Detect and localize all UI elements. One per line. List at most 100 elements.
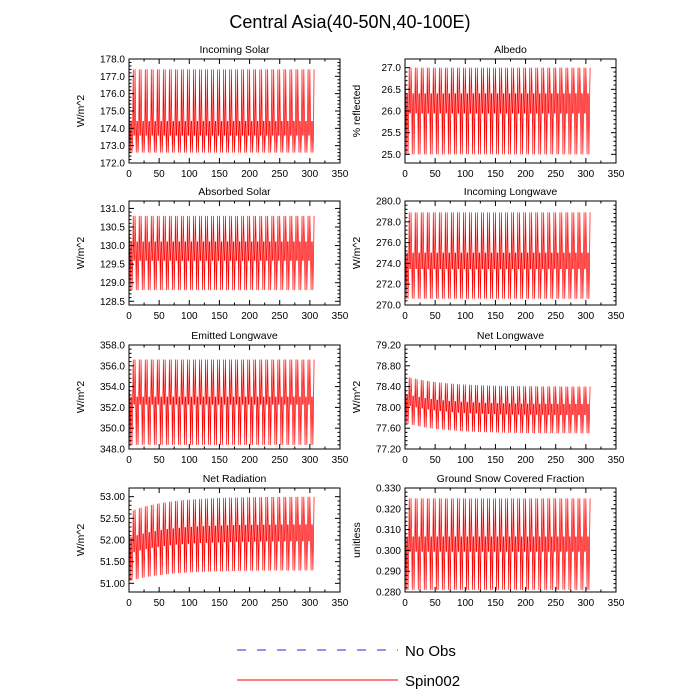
x-tick-label: 300 (578, 311, 595, 322)
y-tick-label: 272.0 (376, 280, 401, 291)
x-tick-label: 200 (517, 455, 534, 466)
y-axis-label: W/m^2 (75, 524, 87, 557)
panel-title: Incoming Longwave (464, 186, 558, 198)
x-tick-label: 300 (302, 598, 319, 609)
y-tick-label: 77.60 (376, 424, 401, 435)
legend-label-spin002: Spin002 (405, 673, 460, 690)
x-tick-label: 350 (608, 169, 625, 180)
x-tick-label: 200 (517, 169, 534, 180)
series-spin002 (129, 359, 315, 445)
x-tick-label: 250 (547, 598, 564, 609)
y-tick-label: 354.0 (100, 382, 125, 393)
y-tick-label: 26.5 (382, 85, 402, 96)
x-tick-label: 250 (547, 455, 564, 466)
y-tick-label: 0.320 (376, 504, 401, 515)
y-axis-label: W/m^2 (351, 381, 363, 414)
y-tick-label: 172.0 (100, 159, 125, 170)
x-tick-label: 50 (154, 311, 166, 322)
panel-albedo: 0 50 100 150 200 250 300 350 25.0 25.5 26.0 26.5 27.… (351, 44, 625, 180)
x-tick-label: 0 (126, 598, 132, 609)
panel-title: Albedo (494, 44, 527, 56)
legend: No Obs Spin002 (237, 643, 460, 690)
panel-incoming-longwave: 0 50 100 150 200 250 300 350 270.0 272.0 274.0 276.… (351, 186, 625, 322)
y-tick-label: 52.50 (100, 514, 125, 525)
x-tick-label: 50 (430, 311, 442, 322)
x-tick-label: 0 (126, 311, 132, 322)
y-tick-label: 278.0 (376, 217, 401, 228)
x-tick-label: 150 (487, 169, 504, 180)
panel-absorbed-solar: 0 50 100 150 200 250 300 350 128.5 129.0 129.5 130.… (75, 186, 349, 322)
y-axis-label: W/m^2 (75, 95, 87, 128)
series-spin002 (405, 498, 591, 590)
x-tick-label: 100 (181, 311, 198, 322)
y-tick-label: 0.330 (376, 484, 401, 495)
panel-title: Net Radiation (203, 473, 267, 485)
y-tick-label: 175.0 (100, 107, 125, 118)
y-tick-label: 128.5 (100, 297, 125, 308)
panel-title: Absorbed Solar (198, 186, 271, 198)
x-tick-label: 350 (332, 455, 349, 466)
y-tick-label: 177.0 (100, 72, 125, 83)
y-tick-label: 350.0 (100, 424, 125, 435)
x-tick-label: 200 (517, 311, 534, 322)
x-tick-label: 250 (271, 455, 288, 466)
x-tick-label: 250 (271, 598, 288, 609)
figure-title: Central Asia(40-50N,40-100E) (229, 12, 470, 32)
y-tick-label: 274.0 (376, 259, 401, 270)
y-tick-label: 25.5 (382, 128, 402, 139)
panel-title: Net Longwave (477, 330, 544, 342)
y-tick-label: 78.80 (376, 361, 401, 372)
y-tick-label: 27.0 (382, 63, 402, 74)
x-tick-label: 200 (517, 598, 534, 609)
x-tick-label: 100 (181, 455, 198, 466)
y-tick-label: 270.0 (376, 301, 401, 312)
x-tick-label: 100 (457, 169, 474, 180)
y-tick-label: 131.0 (100, 204, 125, 215)
x-tick-label: 300 (302, 455, 319, 466)
x-tick-label: 50 (154, 598, 166, 609)
panel-incoming-solar: 0 50 100 150 200 250 300 350 172.0 173.0 174.0 175.… (75, 44, 349, 180)
y-tick-label: 52.00 (100, 536, 125, 547)
x-tick-label: 300 (302, 169, 319, 180)
x-tick-label: 300 (578, 598, 595, 609)
y-tick-label: 130.5 (100, 223, 125, 234)
x-tick-label: 250 (271, 311, 288, 322)
series-spin002 (129, 69, 315, 153)
y-tick-label: 78.40 (376, 382, 401, 393)
y-tick-label: 0.310 (376, 525, 401, 536)
x-tick-label: 50 (154, 169, 166, 180)
panel-ground-snow-covered-fraction: 0 50 100 150 200 250 300 350 0.280 0.290 0.300 0.31… (351, 473, 625, 609)
x-tick-label: 200 (241, 311, 258, 322)
y-tick-label: 348.0 (100, 445, 125, 456)
x-tick-label: 200 (241, 169, 258, 180)
panel-net-radiation: 0 50 100 150 200 250 300 350 51.00 51.50 52.00 52.5… (75, 473, 349, 609)
x-tick-label: 250 (547, 311, 564, 322)
panel-title: Incoming Solar (199, 44, 270, 56)
y-tick-label: 173.0 (100, 141, 125, 152)
x-tick-label: 150 (211, 311, 228, 322)
panel-emitted-longwave: 0 50 100 150 200 250 300 350 348.0 350.0 352.0 354.… (75, 330, 349, 466)
y-tick-label: 280.0 (376, 197, 401, 208)
y-tick-label: 79.20 (376, 341, 401, 352)
x-tick-label: 250 (271, 169, 288, 180)
x-tick-label: 50 (430, 455, 442, 466)
y-axis-label: W/m^2 (75, 381, 87, 414)
x-tick-label: 150 (487, 455, 504, 466)
y-axis-label: W/m^2 (351, 237, 363, 270)
series-spin002 (129, 496, 315, 581)
panel-net-longwave: 0 50 100 150 200 250 300 350 77.20 77.60 78.00 78.4… (351, 330, 625, 466)
y-tick-label: 53.00 (100, 492, 125, 503)
x-tick-label: 300 (302, 311, 319, 322)
panels: 0 50 100 150 200 250 300 350 172.0 173.0 174.0 175.… (75, 44, 625, 609)
x-tick-label: 350 (332, 598, 349, 609)
y-tick-label: 78.00 (376, 403, 401, 414)
y-tick-label: 51.50 (100, 557, 125, 568)
x-tick-label: 0 (402, 169, 408, 180)
x-tick-label: 50 (154, 455, 166, 466)
y-tick-label: 174.0 (100, 124, 125, 135)
y-tick-label: 77.20 (376, 445, 401, 456)
x-tick-label: 150 (211, 169, 228, 180)
y-axis-label: W/m^2 (75, 237, 87, 270)
y-tick-label: 0.290 (376, 567, 401, 578)
